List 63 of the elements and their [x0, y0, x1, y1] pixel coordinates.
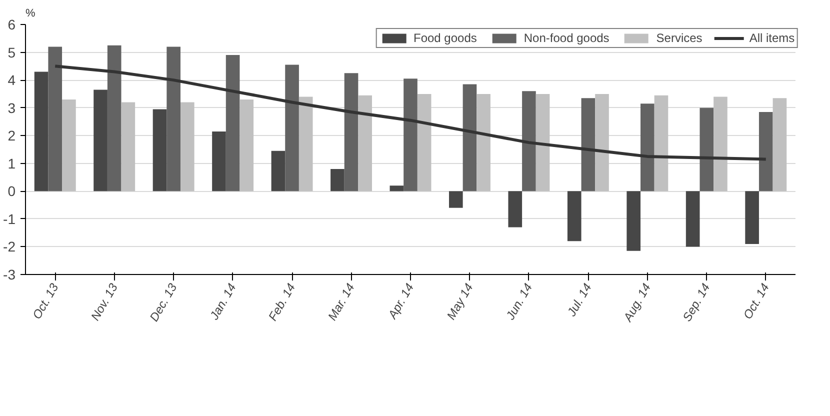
bar: [595, 94, 609, 192]
bar: [508, 191, 522, 228]
bar: [417, 94, 432, 192]
bar: [745, 191, 759, 244]
bar: [567, 191, 582, 242]
bar: [772, 98, 787, 192]
legend-label: Food goods: [414, 31, 477, 45]
bar: [476, 94, 490, 192]
bar: [94, 90, 108, 192]
y-tick-label: -3: [3, 266, 16, 282]
legend-label: Services: [656, 31, 702, 45]
x-tick-label: Feb. 14: [266, 280, 298, 324]
bar: [654, 95, 668, 192]
y-tick-label: 4: [8, 72, 16, 88]
bar: [152, 109, 167, 192]
y-tick-label: 3: [8, 100, 16, 116]
bar: [462, 84, 477, 192]
x-tick-label: Oct. 13: [30, 280, 62, 322]
bar: [522, 91, 536, 192]
bar: [285, 64, 299, 192]
bar: [358, 95, 372, 192]
y-tick-label: 6: [8, 16, 16, 32]
y-tick-label: 5: [8, 44, 16, 60]
y-tick-label: 2: [8, 128, 16, 144]
bar: [640, 104, 654, 192]
bar: [121, 102, 136, 192]
bar: [298, 96, 313, 192]
bar: [700, 108, 714, 192]
line-series: [54, 64, 768, 161]
bar: [226, 55, 240, 192]
y-tick-label: 0: [8, 183, 16, 200]
bar: [344, 73, 358, 192]
bar: [166, 46, 180, 192]
bar: [758, 112, 773, 192]
bar: [330, 168, 344, 192]
x-tick-label: Sep. 14: [680, 280, 713, 324]
y-tick-label: -1: [3, 210, 16, 227]
bar: [536, 94, 550, 192]
bar: [62, 100, 76, 192]
x-tick-label: Jun. 14: [502, 280, 536, 323]
y-tick-label: 1: [8, 155, 16, 172]
bar: [581, 98, 596, 192]
bar: [180, 102, 194, 192]
y-axis-title: %: [26, 8, 36, 20]
y-tick-label: -2: [3, 238, 16, 255]
legend-label: Non-food goods: [524, 31, 610, 45]
x-tick-label: Jan. 14: [206, 280, 240, 323]
x-tick-label: Jul. 14: [564, 280, 594, 320]
bar: [48, 46, 62, 192]
bar: [390, 186, 404, 192]
x-tick-label: Apr. 14: [384, 280, 417, 322]
bar: [107, 45, 122, 192]
bar: [34, 72, 48, 192]
bar: [271, 150, 286, 192]
bar: [449, 191, 463, 208]
bar: [686, 191, 700, 247]
bar: [212, 131, 226, 192]
bar: [714, 96, 728, 192]
legend-label: All items: [749, 31, 795, 45]
x-tick-label: Oct. 14: [740, 280, 772, 322]
bar: [404, 78, 418, 192]
bar: [240, 100, 254, 192]
bar: [626, 191, 641, 251]
